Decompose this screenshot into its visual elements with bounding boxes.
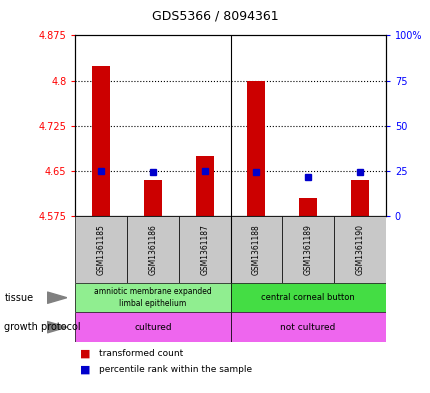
Bar — [75, 283, 230, 312]
Polygon shape — [47, 292, 67, 303]
Bar — [195, 156, 213, 216]
Bar — [92, 66, 110, 216]
Text: ■: ■ — [80, 364, 90, 375]
Bar — [75, 312, 230, 342]
Bar — [298, 198, 316, 216]
Bar — [230, 312, 385, 342]
Text: ■: ■ — [80, 349, 90, 359]
Text: cultured: cultured — [134, 323, 172, 332]
Text: tissue: tissue — [4, 293, 34, 303]
Text: transformed count: transformed count — [99, 349, 183, 358]
Bar — [333, 216, 385, 283]
Text: growth protocol: growth protocol — [4, 322, 81, 332]
Bar — [230, 216, 282, 283]
Bar — [127, 216, 178, 283]
Text: GSM1361187: GSM1361187 — [200, 224, 209, 275]
Bar — [230, 283, 385, 312]
Text: GSM1361186: GSM1361186 — [148, 224, 157, 275]
Text: GSM1361189: GSM1361189 — [303, 224, 312, 275]
Bar — [144, 180, 162, 216]
Bar — [75, 216, 127, 283]
Text: GDS5366 / 8094361: GDS5366 / 8094361 — [152, 10, 278, 23]
Text: GSM1361188: GSM1361188 — [252, 224, 260, 275]
Polygon shape — [47, 321, 67, 333]
Bar — [247, 81, 265, 216]
Text: GSM1361190: GSM1361190 — [355, 224, 363, 275]
Text: central corneal button: central corneal button — [261, 293, 354, 302]
Text: not cultured: not cultured — [280, 323, 335, 332]
Text: percentile rank within the sample: percentile rank within the sample — [99, 365, 252, 374]
Bar — [178, 216, 230, 283]
Text: amniotic membrane expanded
limbal epithelium: amniotic membrane expanded limbal epithe… — [94, 287, 212, 308]
Bar — [350, 180, 368, 216]
Bar — [282, 216, 333, 283]
Text: GSM1361185: GSM1361185 — [97, 224, 105, 275]
